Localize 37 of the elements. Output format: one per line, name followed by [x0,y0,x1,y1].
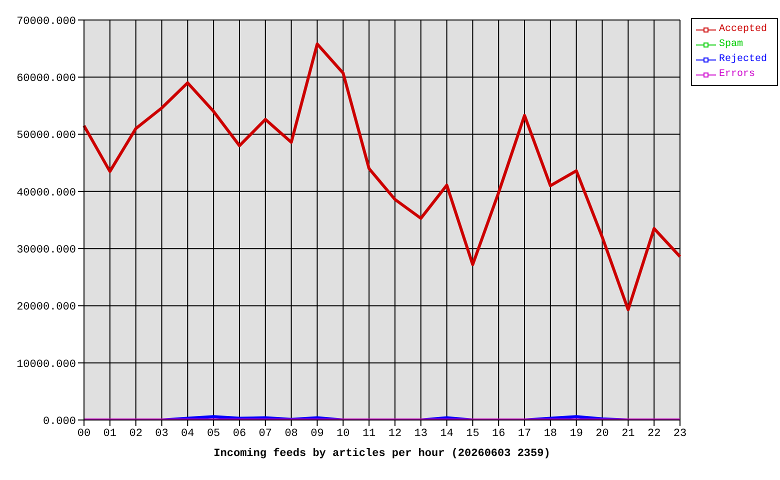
x-tick-label: 11 [362,428,376,440]
x-tick-label: 23 [673,428,687,440]
x-tick-label: 10 [336,428,350,440]
x-tick-label: 09 [310,428,324,440]
y-tick-label: 10000.000 [16,358,76,371]
x-tick-label: 14 [440,428,454,440]
x-tick-label: 19 [570,428,583,440]
x-tick-label: 08 [284,428,298,440]
x-tick-label: 00 [77,428,91,440]
x-tick-label: 04 [181,428,195,440]
x-tick-label: 13 [414,428,428,440]
y-tick-label: 70000.000 [16,16,76,28]
x-tick-label: 01 [103,428,117,440]
x-tick-label: 12 [388,428,402,440]
legend-label: Rejected [718,52,767,67]
x-tick-label: 07 [258,428,272,440]
x-tick-label: 15 [466,428,480,440]
y-tick-label: 50000.000 [16,130,76,142]
x-axis-title: Incoming feeds by articles per hour (20260603 2359) [214,447,550,460]
y-tick-label: 20000.000 [16,302,76,314]
x-tick-label: 22 [647,428,661,440]
y-tick-label: 0.000 [42,416,76,428]
x-tick-label: 05 [206,428,220,440]
x-tick-label: 20 [596,428,609,440]
x-tick-label: 16 [492,428,506,440]
y-tick-label: 40000.000 [16,187,76,200]
x-tick-label: 21 [622,428,636,440]
x-tick-label: 03 [155,428,168,440]
x-tick-label: 02 [129,428,142,440]
legend-label: Errors [718,68,755,82]
legend-label: Spam [718,38,743,52]
x-tick-label: 18 [544,428,558,440]
y-tick-label: 60000.000 [16,73,76,86]
x-tick-label: 06 [232,428,246,440]
y-tick-label: 30000.000 [16,244,76,256]
x-tick-label: 17 [518,428,532,440]
legend-label: Accepted [718,22,767,37]
